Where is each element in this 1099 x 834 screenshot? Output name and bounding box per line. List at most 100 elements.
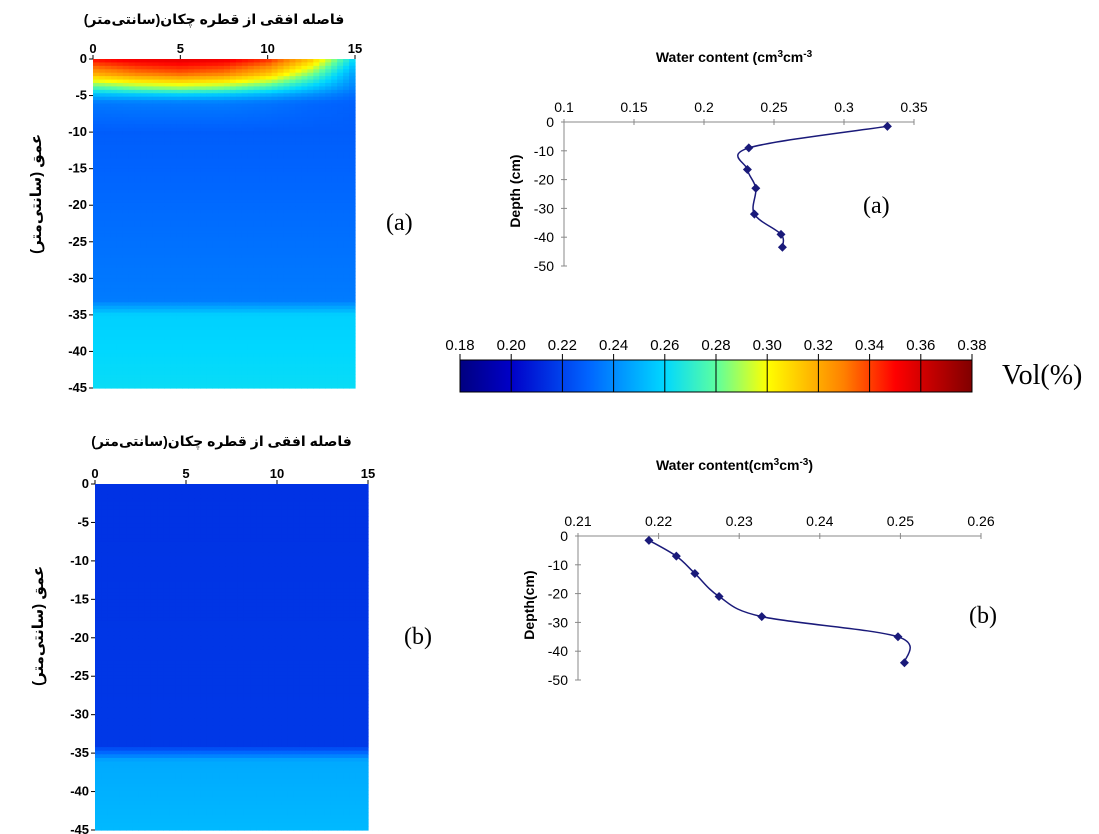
heatmap-cell — [237, 512, 245, 518]
heatmap-cell — [241, 240, 249, 245]
heatmap-cell — [301, 165, 308, 170]
heatmap-cell — [301, 130, 308, 135]
heatmap-cell — [277, 100, 285, 105]
heatmap-cell — [325, 288, 332, 293]
heatmap-cell — [325, 127, 332, 132]
heatmap-cell — [93, 110, 100, 115]
heatmap-cell — [343, 165, 350, 170]
heatmap-cell — [229, 182, 237, 187]
heatmap-cell — [116, 381, 124, 386]
heatmap-cell — [331, 319, 338, 324]
heatmap-cell — [247, 82, 255, 88]
heatmap-cell — [152, 346, 160, 351]
heatmap-cell — [307, 124, 314, 129]
heatmap-cell — [299, 498, 307, 503]
heatmap-cell — [313, 226, 320, 231]
heatmap-cell — [176, 182, 183, 187]
heatmap-cell — [158, 178, 166, 183]
heatmap-cell — [212, 172, 219, 177]
heatmap-cell — [349, 336, 356, 341]
x-tick-label: 0 — [89, 41, 96, 56]
heatmap-cell — [170, 189, 177, 194]
heatmap-cell — [182, 353, 189, 358]
heatmap-cell — [247, 302, 255, 307]
heatmap-cell — [152, 213, 160, 218]
heatmap-cell — [206, 216, 213, 221]
heatmap-cell — [128, 244, 136, 249]
heatmap-cell — [331, 233, 338, 238]
heatmap-cell — [301, 298, 308, 303]
heatmap-cell — [283, 357, 291, 362]
heatmap-cell — [146, 343, 154, 348]
heatmap-cell — [305, 487, 313, 492]
heatmap-cell — [343, 292, 350, 297]
heatmap-cell — [188, 199, 195, 204]
heatmap-cell — [152, 343, 160, 348]
heatmap-cell — [241, 72, 249, 77]
heatmap-cell — [206, 189, 213, 194]
heatmap-cell — [93, 79, 100, 84]
heatmap-cell — [313, 196, 320, 201]
heatmap-cell — [107, 509, 115, 514]
heatmap-cell — [176, 69, 183, 74]
heatmap-cell — [361, 520, 369, 525]
heatmap-cell — [182, 377, 189, 382]
heatmap-cell — [235, 336, 243, 341]
heatmap-cell — [110, 178, 118, 183]
heatmap-cell — [343, 336, 350, 341]
heatmap-cell — [128, 65, 136, 70]
heatmap-cell — [152, 202, 160, 207]
heatmap-cell — [206, 384, 213, 389]
heatmap-cell — [259, 271, 267, 276]
heatmap-cell — [241, 59, 249, 64]
heatmap-cell — [224, 353, 231, 358]
heatmap-cell — [271, 182, 279, 187]
heatmap-cell — [319, 237, 326, 242]
heatmap-cell — [157, 530, 164, 536]
heatmap-cell — [235, 353, 243, 358]
heatmap-cell — [331, 350, 338, 355]
heatmap-cell — [152, 151, 160, 156]
heatmap-cell — [283, 278, 291, 283]
heatmap-cell — [128, 322, 136, 327]
heatmap-cell — [289, 268, 297, 273]
heatmap-cell — [277, 106, 285, 112]
heatmap-cell — [313, 89, 320, 94]
heatmap-cell — [265, 106, 273, 112]
heatmap-cell — [271, 264, 279, 269]
heatmap-cell — [313, 377, 320, 382]
heatmap-cell — [188, 367, 195, 372]
heatmap-cell — [295, 130, 303, 135]
heatmap-cell — [271, 261, 279, 266]
heatmap-cell — [206, 240, 213, 245]
heatmap-cell — [259, 377, 267, 382]
heatmap-cell — [349, 534, 357, 539]
heatmap-cell — [212, 106, 219, 112]
heatmap-cell — [116, 141, 124, 146]
heatmap-cell — [349, 244, 356, 249]
heatmap-cell — [206, 333, 213, 338]
heatmap-cell — [164, 137, 172, 142]
heatmap-cell — [307, 353, 314, 358]
heatmap-cell — [331, 113, 338, 118]
heatmap-cell — [229, 247, 237, 252]
heatmap-cell — [224, 333, 231, 338]
heatmap-cell — [313, 69, 320, 74]
heatmap-cell — [188, 110, 195, 115]
heatmap-cell — [224, 62, 231, 67]
heatmap-cell — [122, 82, 130, 88]
heatmap-cell — [301, 247, 308, 252]
heatmap-cell — [259, 141, 267, 146]
heatmap-cell — [119, 516, 127, 521]
heatmap-cell — [337, 168, 344, 173]
heatmap-cell — [224, 144, 231, 149]
heatmap-cell — [110, 137, 118, 142]
heatmap-cell — [331, 312, 338, 317]
heatmap-cell — [98, 319, 106, 324]
heatmap-cell — [152, 226, 160, 231]
heatmap-cell — [116, 103, 124, 108]
heatmap-cell — [146, 377, 154, 382]
heatmap-cell — [176, 247, 183, 252]
heatmap-cell — [319, 295, 326, 300]
heatmap-cell — [176, 154, 183, 159]
